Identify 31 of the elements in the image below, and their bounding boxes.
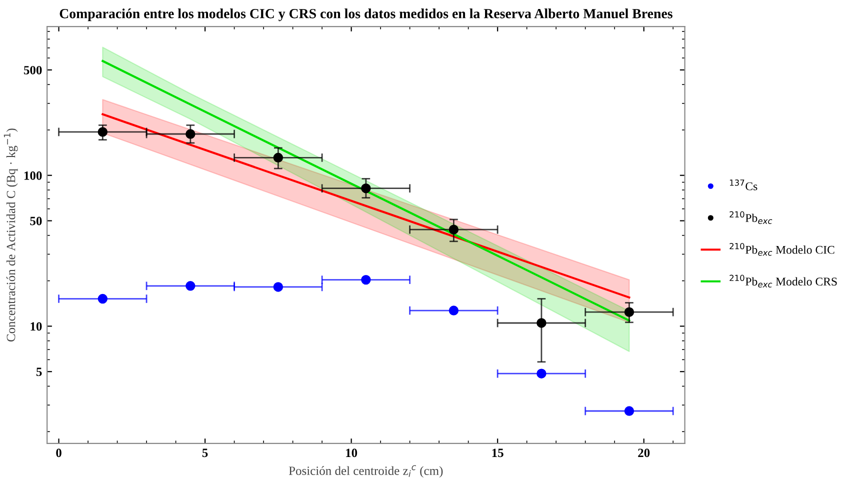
legend-label: $^{210}$Pb$_{exc}$ Modelo CRS bbox=[730, 274, 837, 288]
point bbox=[98, 127, 108, 137]
point bbox=[448, 306, 459, 316]
x-axis-title: Posición del centroide z$_{i}$$^{c}$ (cm) bbox=[288, 465, 443, 478]
point bbox=[361, 183, 371, 194]
point bbox=[186, 129, 196, 139]
point bbox=[98, 294, 108, 304]
chart-title: Comparación entre los modelos CIC y CRS con los datos medidos en la Reserva Alberto Manuel Brenes bbox=[60, 8, 672, 22]
x-tick-label: 5 bbox=[202, 448, 208, 458]
x-tick-label: 10 bbox=[346, 448, 358, 458]
x-tick-label: 15 bbox=[492, 448, 504, 458]
point bbox=[624, 307, 634, 317]
y-tick-label: 5 bbox=[36, 368, 42, 376]
point bbox=[536, 368, 546, 378]
point bbox=[273, 282, 284, 292]
y-tick-label: 10 bbox=[30, 322, 42, 331]
point bbox=[448, 224, 459, 234]
y-tick-label: 100 bbox=[24, 171, 42, 180]
legend-label: $^{210}$Pb$_{exc}$ bbox=[730, 211, 772, 224]
point bbox=[361, 274, 371, 285]
point bbox=[186, 281, 196, 291]
legend-label: $^{210}$Pb$_{exc}$ Modelo CIC bbox=[730, 243, 834, 256]
point bbox=[624, 406, 634, 416]
y-tick-label: 50 bbox=[30, 216, 42, 226]
y-axis-title: Concentración de Actividad C (Bq · kg$^{−1}$) bbox=[4, 128, 18, 342]
x-tick-label: 20 bbox=[638, 448, 650, 458]
x-tick-label: 0 bbox=[56, 448, 62, 458]
point bbox=[273, 152, 284, 163]
y-tick-label: 500 bbox=[24, 66, 42, 74]
legend-label: $^{137}$Cs bbox=[730, 180, 758, 190]
point bbox=[536, 318, 546, 328]
